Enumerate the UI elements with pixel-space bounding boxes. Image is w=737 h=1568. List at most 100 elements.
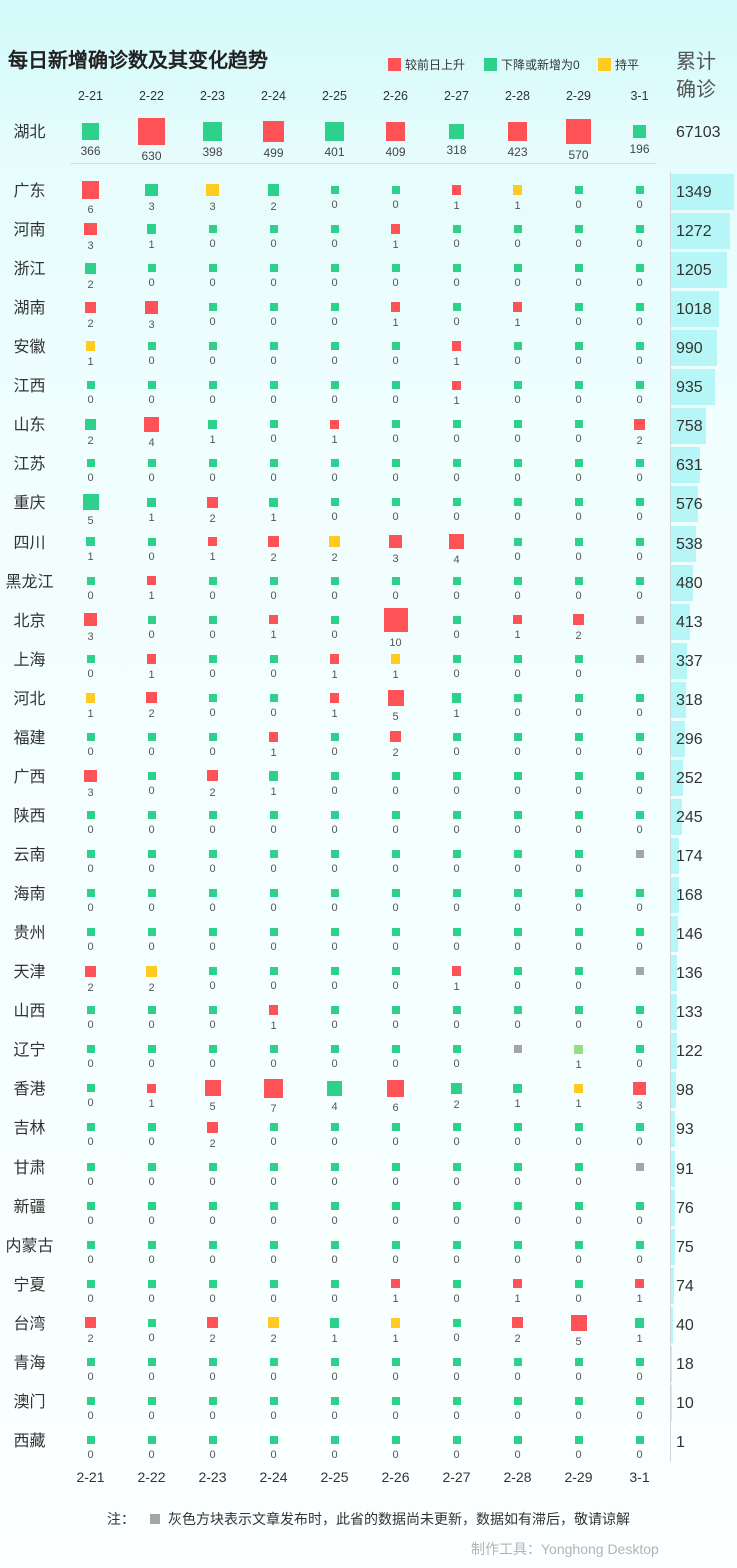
case-square xyxy=(574,537,583,546)
cumulative-total: 67103 xyxy=(676,124,721,141)
case-count: 0 xyxy=(331,316,338,329)
case-square xyxy=(82,494,99,511)
case-count: 0 xyxy=(209,238,216,251)
case-square xyxy=(330,732,339,741)
case-count: 0 xyxy=(87,745,94,758)
case-count: 0 xyxy=(209,1253,216,1266)
province-label: 河南 xyxy=(13,222,46,240)
case-count: 1 xyxy=(148,512,155,525)
highlight-row-divider xyxy=(70,163,656,164)
case-count: 0 xyxy=(392,1409,399,1422)
cumulative-bar xyxy=(671,681,686,718)
case-square xyxy=(208,459,217,468)
case-square xyxy=(391,498,400,507)
case-square xyxy=(635,1357,644,1366)
case-count: 0 xyxy=(148,1409,155,1422)
case-square xyxy=(269,264,278,273)
case-square xyxy=(391,1201,400,1210)
case-square xyxy=(452,1006,461,1015)
case-square xyxy=(574,1006,583,1015)
case-count: 0 xyxy=(392,1019,399,1032)
case-count: 0 xyxy=(270,1058,277,1071)
case-square xyxy=(451,380,462,391)
case-square xyxy=(574,381,583,390)
case-count: 0 xyxy=(514,745,521,758)
case-square xyxy=(635,1435,644,1444)
case-square xyxy=(574,342,583,351)
case-square xyxy=(452,420,461,429)
case-square xyxy=(330,771,339,780)
cumulative-total: 136 xyxy=(676,965,703,983)
province-label: 台湾 xyxy=(13,1315,46,1333)
cumulative-bar xyxy=(671,955,678,992)
case-square xyxy=(513,420,522,429)
case-count: 0 xyxy=(514,511,521,524)
case-square xyxy=(635,303,644,312)
case-count: 1 xyxy=(331,668,338,681)
case-square xyxy=(513,1201,522,1210)
case-count: 1 xyxy=(148,238,155,251)
case-square xyxy=(267,184,280,196)
case-square xyxy=(452,1357,461,1366)
case-count: 0 xyxy=(514,1214,521,1227)
case-count: 0 xyxy=(209,1292,216,1305)
case-square xyxy=(512,185,523,195)
case-count: 0 xyxy=(87,1292,94,1305)
case-count: 2 xyxy=(575,630,582,643)
case-count: 0 xyxy=(575,1370,582,1383)
case-count: 3 xyxy=(87,631,94,644)
case-count: 0 xyxy=(87,394,94,407)
province-label: 内蒙古 xyxy=(5,1237,54,1255)
case-count: 0 xyxy=(453,667,460,680)
date-label-top: 2-22 xyxy=(138,89,165,103)
legend-item-rise: 较前日上升 xyxy=(388,57,465,72)
case-square xyxy=(573,1044,584,1055)
cumulative-total: 168 xyxy=(676,887,703,905)
case-count: 0 xyxy=(636,1136,643,1149)
case-square xyxy=(574,732,583,741)
case-square xyxy=(208,1240,217,1249)
case-square xyxy=(85,692,96,703)
case-square xyxy=(512,614,523,625)
cumulative-total: 576 xyxy=(676,496,703,514)
date-label-bottom: 2-25 xyxy=(320,1469,349,1485)
case-count: 0 xyxy=(514,667,521,680)
cumulative-bar xyxy=(671,1306,673,1343)
case-square xyxy=(208,693,217,702)
case-count: 366 xyxy=(80,144,101,159)
case-square xyxy=(85,536,96,547)
case-square xyxy=(451,341,462,352)
case-count: 1 xyxy=(453,199,460,212)
cumulative-bar xyxy=(671,838,680,875)
cumulative-total: 18 xyxy=(676,1355,694,1373)
legend-label: 下降或新增为0 xyxy=(501,58,580,72)
case-square xyxy=(391,1357,400,1366)
case-square xyxy=(513,771,522,780)
case-count: 0 xyxy=(331,1292,338,1305)
case-square xyxy=(269,1435,278,1444)
case-count: 0 xyxy=(331,745,338,758)
case-square xyxy=(84,418,97,430)
case-square xyxy=(391,1123,400,1132)
case-square xyxy=(147,1201,156,1210)
cumulative-bar xyxy=(671,564,694,601)
case-count: 0 xyxy=(514,823,521,836)
case-square xyxy=(452,264,461,273)
cumulative-bar xyxy=(671,330,718,367)
cumulative-bar xyxy=(671,994,678,1031)
case-count: 0 xyxy=(148,863,155,876)
case-square xyxy=(452,576,461,585)
date-label-top: 2-28 xyxy=(504,89,531,103)
case-square xyxy=(633,125,646,138)
case-count: 0 xyxy=(87,1136,94,1149)
date-label-bottom: 2-28 xyxy=(503,1469,532,1485)
case-count: 0 xyxy=(514,706,521,719)
case-square xyxy=(208,1357,217,1366)
case-square xyxy=(145,692,158,704)
case-count: 0 xyxy=(636,902,643,915)
case-count: 0 xyxy=(575,1409,582,1422)
case-count: 1 xyxy=(514,1098,521,1111)
case-square xyxy=(635,459,644,468)
case-count: 196 xyxy=(629,141,650,156)
case-count: 0 xyxy=(636,589,643,602)
